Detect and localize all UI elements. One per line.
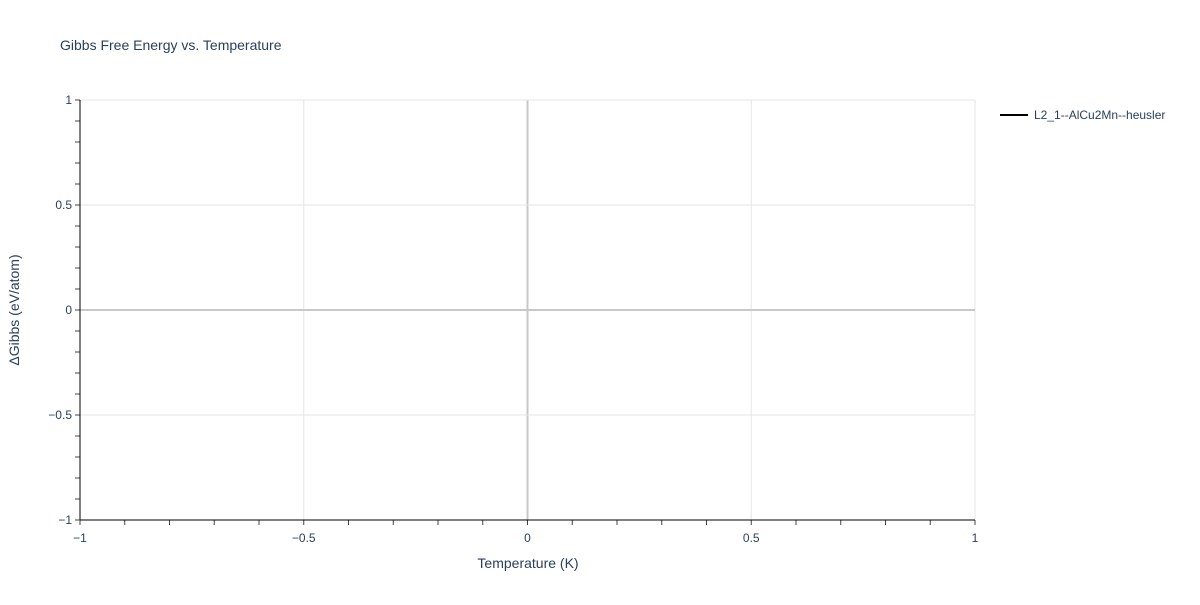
chart-title: Gibbs Free Energy vs. Temperature xyxy=(60,37,282,53)
x-tick-label: −1 xyxy=(73,531,87,545)
x-axis-label: Temperature (K) xyxy=(477,555,578,571)
y-axis-label: ΔGibbs (eV/atom) xyxy=(6,254,22,365)
y-tick-label: 0 xyxy=(65,303,72,317)
x-tick-label: 0 xyxy=(524,531,531,545)
legend[interactable]: L2_1--AlCu2Mn--heusler xyxy=(1000,108,1165,122)
y-tick-label: −0.5 xyxy=(48,408,72,422)
legend-item-label[interactable]: L2_1--AlCu2Mn--heusler xyxy=(1034,108,1165,122)
y-tick-label: 1 xyxy=(65,93,72,107)
y-tick-label: −1 xyxy=(58,513,72,527)
x-tick-label: 0.5 xyxy=(743,531,760,545)
x-tick-label: −0.5 xyxy=(292,531,316,545)
y-tick-label: 0.5 xyxy=(55,198,72,212)
x-tick-label: 1 xyxy=(972,531,979,545)
